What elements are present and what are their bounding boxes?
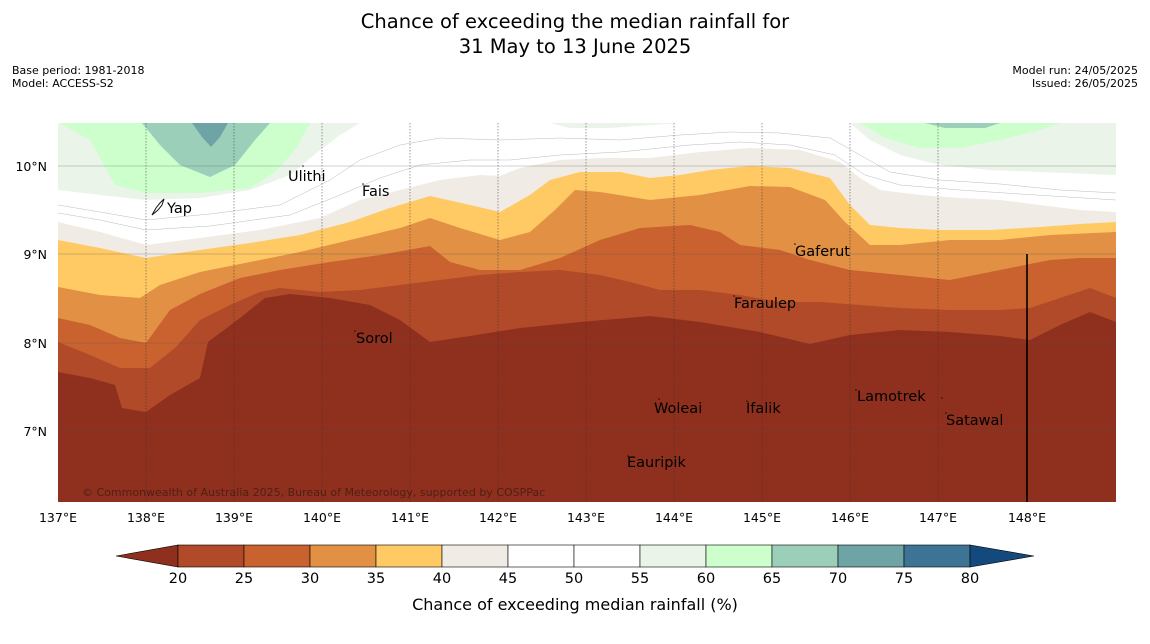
lon-label: 147°E [919, 510, 957, 525]
place-ulithi: Ulithi [288, 169, 326, 185]
colorbar-tick: 30 [301, 571, 319, 587]
colorbar-tick: 50 [565, 571, 583, 587]
colorbar-title: Chance of exceeding median rainfall (%) [412, 595, 738, 614]
colorbar-swatch [441, 544, 509, 568]
lon-label: 138°E [127, 510, 165, 525]
colorbar-tick: 65 [763, 571, 781, 587]
model-text: Model: ACCESS-S2 [12, 76, 114, 90]
place-yap: Yap [166, 201, 192, 217]
band-65 [142, 123, 270, 177]
model-run-text: Model run: 24/05/2025 [1012, 64, 1138, 77]
lon-label: 137°E [39, 510, 77, 525]
lon-label: 148°E [1008, 510, 1046, 525]
place-eauripik: Eauripik [627, 455, 686, 471]
colorbar-ticks: 20 25 30 35 40 45 50 55 60 65 70 75 80 [169, 571, 979, 587]
latitude-labels: 10°N 9°N 8°N 7°N [15, 159, 47, 439]
colorbar-extend-low [115, 544, 179, 568]
colorbar-extend-high [969, 544, 1035, 568]
chart-title: Chance of exceeding the median rainfall … [0, 9, 1150, 59]
place-ifalik: Ifalik [746, 401, 781, 417]
issued-text: Issued: 26/05/2025 [1031, 76, 1138, 90]
lon-label: 141°E [391, 510, 429, 525]
band-65-right [925, 123, 1000, 128]
colorbar-tick: 80 [961, 571, 979, 587]
colorbar-tick: 40 [433, 571, 451, 587]
title-line-2: 31 May to 13 June 2025 [458, 35, 692, 58]
graticule [145, 123, 939, 502]
place-labels: Yap Ulithi Fais Gaferut Faraulep Sorol W… [166, 169, 1003, 471]
band-60-right [860, 123, 1060, 148]
island-markers [151, 165, 947, 457]
place-fais: Fais [362, 184, 389, 200]
colorbar-swatch [309, 544, 377, 568]
colorbar-swatch [837, 544, 905, 568]
band-55-mid [550, 123, 680, 128]
meta-left: Base period: 1981-2018 Model: ACCESS-S2 [12, 64, 145, 90]
lon-label: 146°E [831, 510, 869, 525]
contour-line [58, 141, 1116, 231]
lon-label: 140°E [303, 510, 341, 525]
lat-label: 7°N [23, 424, 47, 439]
band-70 [192, 123, 228, 147]
lat-lines [58, 165, 1116, 432]
colorbar-tick: 55 [631, 571, 649, 587]
place-sorol: Sorol [356, 331, 393, 347]
place-satawal: Satawal [946, 413, 1003, 429]
lat-label: 9°N [23, 247, 47, 262]
base-period-text: Base period: 1981-2018 [12, 64, 145, 77]
colorbar-tick: 45 [499, 571, 517, 587]
lat-label: 10°N [15, 159, 47, 174]
lon-label: 145°E [743, 510, 781, 525]
colorbar [115, 544, 1035, 568]
lat-label: 8°N [23, 336, 47, 351]
colorbar-swatch [705, 544, 773, 568]
lon-label: 142°E [479, 510, 517, 525]
meta-right: Model run: 24/05/2025 Issued: 26/05/2025 [1012, 64, 1138, 90]
colorbar-swatch [243, 544, 311, 568]
colorbar-tick: 25 [235, 571, 253, 587]
colorbar-tick: 70 [829, 571, 847, 587]
lon-label: 144°E [655, 510, 693, 525]
lon-label: 139°E [215, 510, 253, 525]
colorbar-swatch [177, 544, 245, 568]
colorbar-swatch [639, 544, 707, 568]
colorbar-swatch [573, 544, 641, 568]
place-faraulep: Faraulep [734, 296, 796, 312]
colorbar-tick: 60 [697, 571, 715, 587]
copyright-text: © Commonwealth of Australia 2025, Bureau… [82, 486, 545, 499]
colorbar-swatch [903, 544, 971, 568]
contour-map: © Commonwealth of Australia 2025, Bureau… [58, 123, 1116, 502]
place-lamotrek: Lamotrek [857, 389, 926, 405]
contour-line [58, 131, 1116, 221]
colorbar-swatch [771, 544, 839, 568]
colorbar-tick: 20 [169, 571, 187, 587]
place-gaferut: Gaferut [795, 244, 850, 260]
colorbar-swatch [507, 544, 575, 568]
lon-label: 143°E [567, 510, 605, 525]
colorbar-swatch [375, 544, 443, 568]
yap-island-shape [151, 198, 165, 216]
colorbar-tick: 35 [367, 571, 385, 587]
longitude-labels: 137°E 138°E 139°E 140°E 141°E 142°E 143°… [39, 510, 1046, 525]
band-below-20 [58, 294, 1116, 502]
title-line-1: Chance of exceeding the median rainfall … [360, 10, 790, 33]
colorbar-tick: 75 [895, 571, 913, 587]
place-woleai: Woleai [654, 401, 702, 417]
